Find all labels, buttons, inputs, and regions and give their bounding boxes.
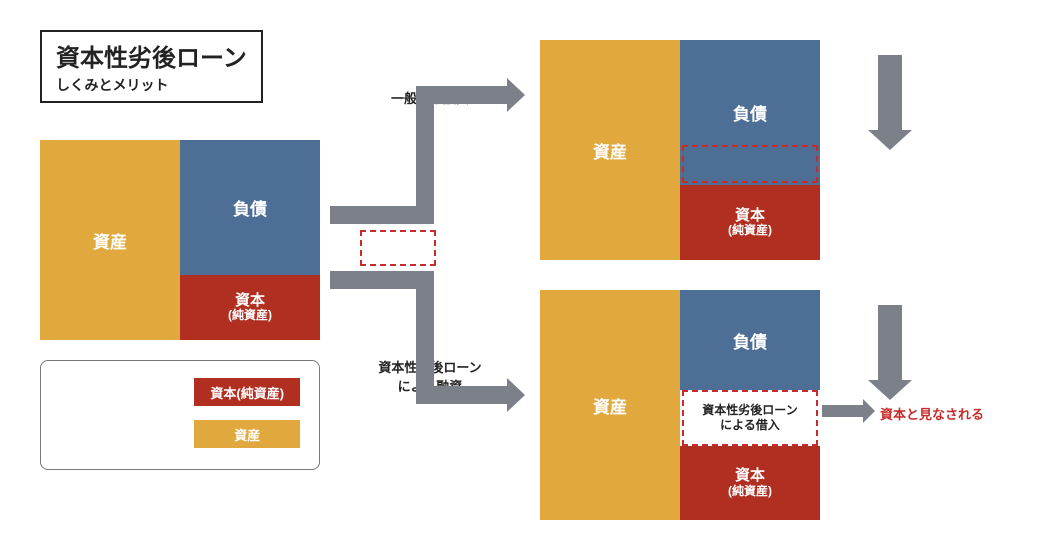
arrows-svg [0, 0, 1037, 557]
